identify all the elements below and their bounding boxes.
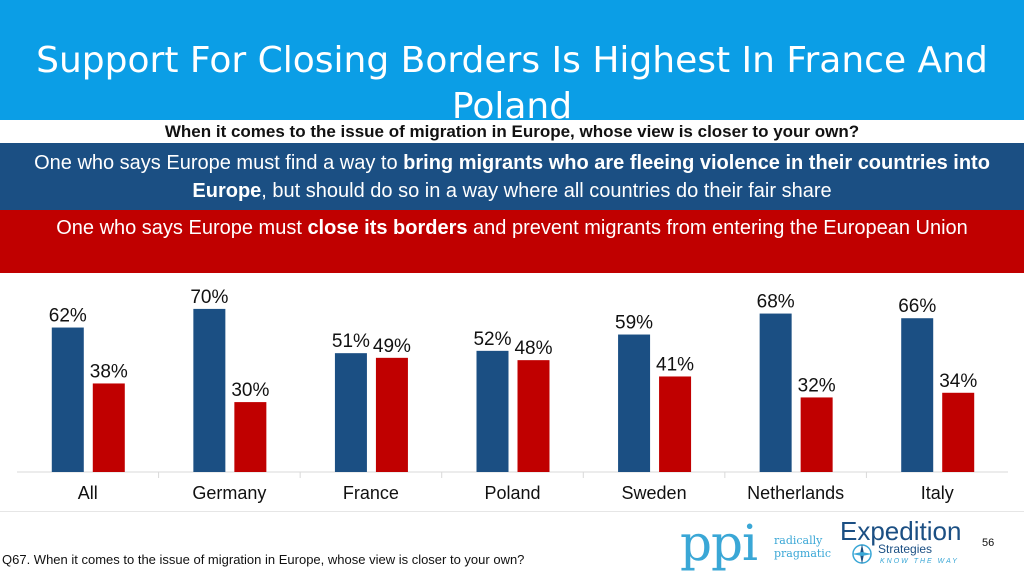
legend-option-red: One who says Europe must close its borde… <box>0 210 1024 273</box>
data-label: 68% <box>757 292 795 313</box>
option-blue-pre: One who says Europe must find a way to <box>34 152 404 174</box>
bar-series-2 <box>517 360 550 472</box>
data-label: 30% <box>231 380 269 401</box>
bar-series-2 <box>375 357 408 472</box>
option-blue-bold: bring migrants who are fleeing violence … <box>192 152 990 202</box>
category-label: Germany <box>192 483 266 503</box>
ppi-logo-mark: ppi <box>680 514 758 572</box>
legend-option-blue: One who says Europe must find a way to b… <box>0 143 1024 210</box>
data-label: 38% <box>90 361 128 382</box>
expedition-strategies-logo: Expedition Strategies KNOW THE WAY <box>838 516 970 574</box>
option-red-bold: close its borders <box>307 217 468 239</box>
data-label: 66% <box>898 296 936 317</box>
compass-icon <box>852 544 872 564</box>
category-label: France <box>343 483 399 503</box>
data-label: 59% <box>615 313 653 334</box>
page-title: Support For Closing Borders Is Highest I… <box>36 40 988 127</box>
data-label: 49% <box>373 336 411 357</box>
bar-series-1 <box>476 350 509 472</box>
category-label: Sweden <box>622 483 687 503</box>
expedition-logo-tagline: KNOW THE WAY <box>880 558 959 565</box>
bar-chart: 62% 38% All 70% 30% Germany 51% 49% France 52% 48%… <box>17 287 1008 503</box>
bar-series-2 <box>92 383 125 472</box>
title-bar: Support For Closing Borders Is Highest I… <box>0 0 1024 127</box>
option-red-post: and prevent migrants from entering the E… <box>467 217 968 239</box>
ppi-logo-tagline: radically pragmatic <box>774 534 831 560</box>
data-label: 62% <box>49 306 87 327</box>
data-label: 51% <box>332 331 370 352</box>
category-label: Netherlands <box>747 483 844 503</box>
data-label: 34% <box>939 371 977 392</box>
option-red-pre: One who says Europe must <box>56 217 308 239</box>
data-label: 70% <box>190 287 228 308</box>
bar-series-1 <box>334 353 367 472</box>
category-label: Poland <box>484 483 540 503</box>
data-label: 52% <box>473 329 511 350</box>
footer-question-note: Q67. When it comes to the issue of migra… <box>2 552 525 567</box>
data-label: 41% <box>656 354 694 375</box>
bar-series-2 <box>659 376 692 472</box>
bar-series-1 <box>901 318 934 472</box>
bar-series-1 <box>618 334 651 472</box>
ppi-logo: ppi radically pragmatic <box>680 514 831 572</box>
expedition-logo-sub: Strategies <box>878 542 933 556</box>
option-blue-post: , but should do so in a way where all co… <box>261 180 832 202</box>
footer-divider <box>0 511 1024 512</box>
page-number: 56 <box>982 537 995 549</box>
bar-series-2 <box>800 397 833 472</box>
survey-question: When it comes to the issue of migration … <box>0 121 1024 143</box>
ppi-logo-line2: pragmatic <box>774 547 831 560</box>
data-label: 48% <box>514 338 552 359</box>
bar-series-1 <box>759 313 792 472</box>
ppi-logo-line1: radically <box>774 534 823 547</box>
category-label: Italy <box>921 483 954 503</box>
bar-series-2 <box>234 402 267 472</box>
data-label: 32% <box>798 375 836 396</box>
expedition-logo-main: Expedition <box>840 516 962 546</box>
category-label: All <box>78 483 98 503</box>
bar-series-1 <box>193 308 226 472</box>
bar-series-1 <box>51 327 84 472</box>
bar-series-2 <box>942 392 975 472</box>
